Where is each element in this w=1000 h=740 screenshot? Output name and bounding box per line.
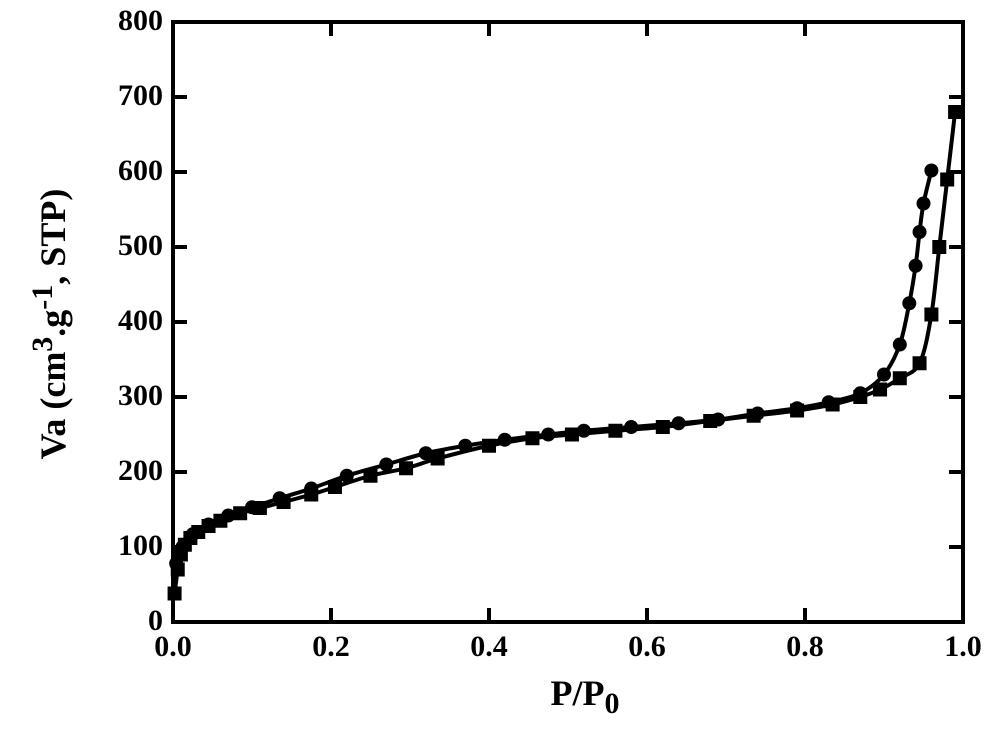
- x-label-sub: 0: [604, 687, 619, 720]
- y-axis-label: Va (cm3.g-1, STP): [26, 144, 74, 504]
- y-label-suffix: , STP): [33, 189, 73, 285]
- y-label-sup2: -1: [26, 285, 59, 310]
- x-label-main: P/P: [551, 673, 605, 713]
- y-tick-label: 200: [118, 454, 163, 488]
- y-tick-label: 400: [118, 304, 163, 338]
- y-tick-label: 100: [118, 529, 163, 563]
- y-tick-label: 500: [118, 229, 163, 263]
- y-label-mid: .g: [33, 310, 73, 337]
- x-tick-label: 1.0: [933, 630, 993, 664]
- y-label-sup: 3: [26, 337, 59, 352]
- x-tick-label: 0.8: [775, 630, 835, 664]
- x-axis-label: P/P0: [0, 672, 1000, 721]
- y-tick-label: 0: [148, 604, 163, 638]
- x-tick-label: 0.4: [459, 630, 519, 664]
- x-tick-label: 0.6: [617, 630, 677, 664]
- y-label-prefix: Va (cm: [33, 352, 73, 460]
- y-tick-label: 700: [118, 79, 163, 113]
- y-tick-label: 600: [118, 154, 163, 188]
- x-tick-label: 0.2: [301, 630, 361, 664]
- y-tick-label: 800: [118, 4, 163, 38]
- y-tick-label: 300: [118, 379, 163, 413]
- isotherm-chart: Va (cm3.g-1, STP) P/P0 0.00.20.40.60.81.…: [0, 0, 1000, 740]
